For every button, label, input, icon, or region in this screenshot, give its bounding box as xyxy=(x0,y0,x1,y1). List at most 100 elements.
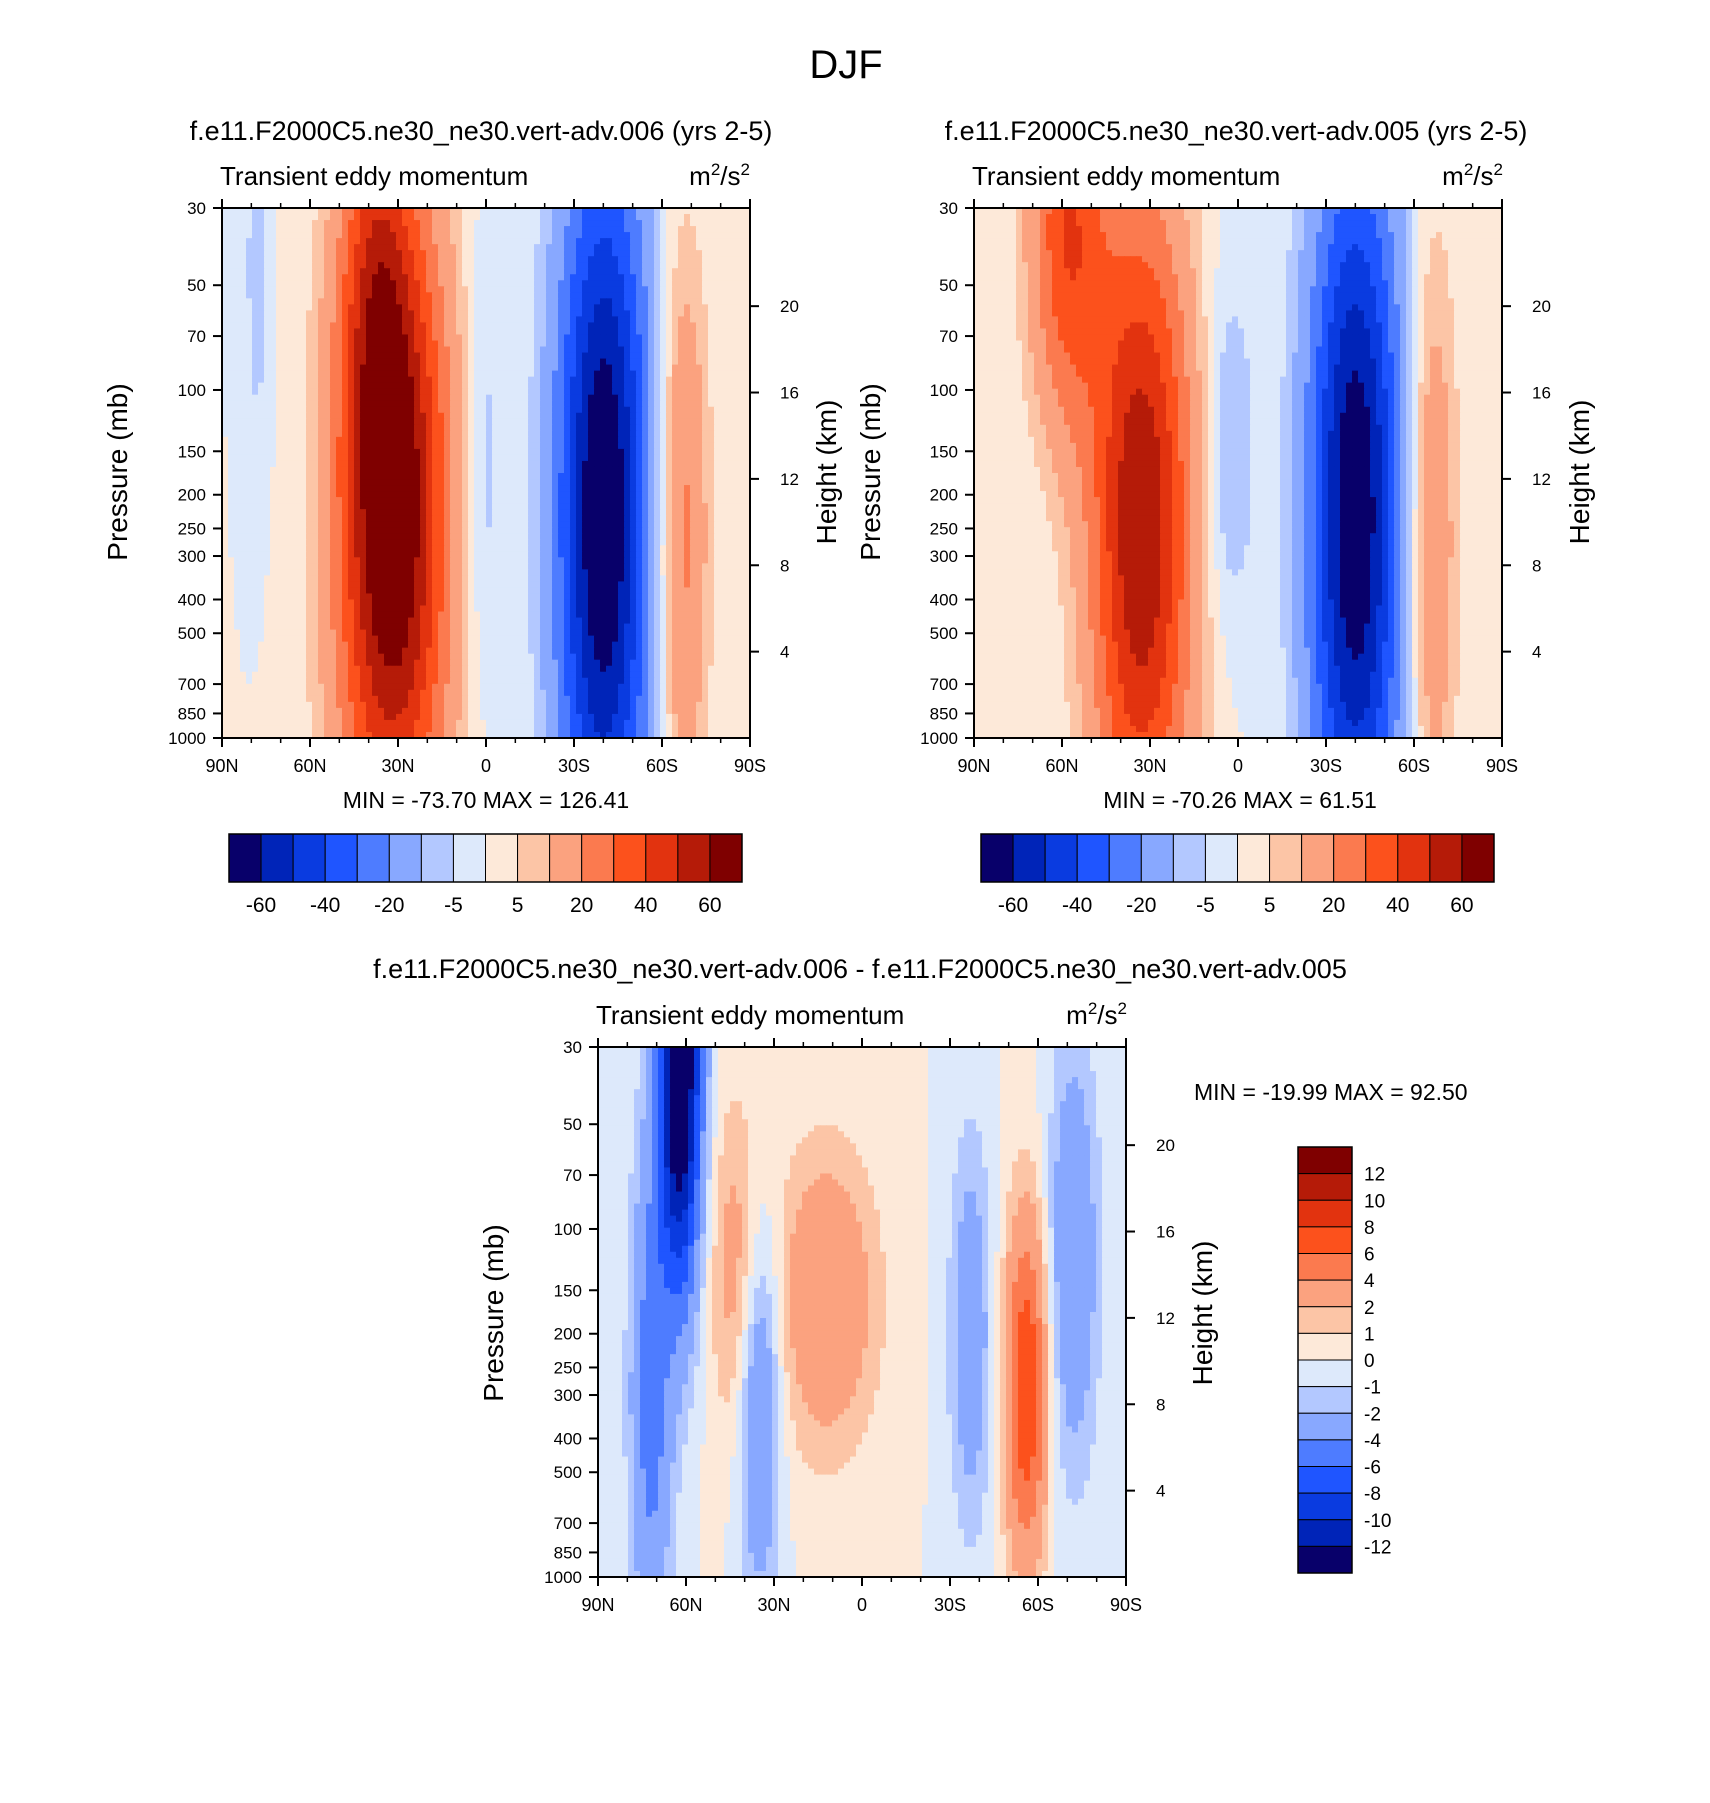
contour-cell xyxy=(450,262,457,269)
contour-cell xyxy=(306,250,313,257)
contour-cell xyxy=(552,298,559,305)
contour-cell xyxy=(690,328,697,336)
contour-cell xyxy=(702,232,709,239)
contour-cell xyxy=(726,232,733,239)
contour-cell xyxy=(678,503,685,510)
contour-cell xyxy=(690,346,697,354)
contour-cell xyxy=(264,424,271,432)
contour-cell xyxy=(324,292,331,299)
contour-cell xyxy=(414,328,421,336)
contour-cell xyxy=(540,491,547,498)
contour-cell xyxy=(702,334,709,342)
contour-cell xyxy=(402,442,409,450)
contour-cell xyxy=(528,346,535,354)
contour-cell xyxy=(288,442,295,450)
contour-cell xyxy=(552,376,559,384)
contour-cell xyxy=(516,262,523,269)
contour-cell xyxy=(714,406,721,414)
contour-cell xyxy=(312,322,319,330)
contour-cell xyxy=(444,208,451,215)
contour-cell xyxy=(390,328,397,336)
contour-cell xyxy=(528,515,535,522)
contour-cell xyxy=(318,298,325,305)
contour-cell xyxy=(624,256,631,263)
contour-cell xyxy=(270,479,277,486)
contour-cell xyxy=(264,388,271,396)
contour-cell xyxy=(318,274,325,281)
contour-cell xyxy=(396,328,403,336)
contour-cell xyxy=(462,304,469,311)
contour-cell xyxy=(546,418,553,426)
contour-cell xyxy=(348,400,355,408)
contour-cell xyxy=(732,418,739,426)
contour-cell xyxy=(486,448,493,456)
contour-cell xyxy=(390,527,397,534)
contour-cell xyxy=(294,292,301,299)
contour-cell xyxy=(450,340,457,348)
contour-cell xyxy=(612,250,619,257)
contour-cell xyxy=(240,382,247,390)
contour-cell xyxy=(222,322,229,330)
contour-cell xyxy=(534,454,541,462)
contour-cell xyxy=(474,491,481,498)
contour-cell xyxy=(666,310,673,318)
contour-cell xyxy=(558,370,565,378)
contour-cell xyxy=(294,250,301,257)
contour-cell xyxy=(600,220,607,227)
contour-cell xyxy=(372,436,379,444)
contour-cell xyxy=(660,286,667,293)
contour-cell xyxy=(564,400,571,408)
contour-cell xyxy=(462,400,469,408)
contour-cell xyxy=(372,382,379,390)
contour-cell xyxy=(276,358,283,366)
contour-cell xyxy=(390,388,397,396)
contour-cell xyxy=(606,466,613,474)
contour-cell xyxy=(318,262,325,269)
contour-cell xyxy=(336,527,343,534)
contour-cell xyxy=(666,226,673,233)
contour-cell xyxy=(678,310,685,318)
contour-cell xyxy=(288,545,295,552)
contour-cell xyxy=(360,406,367,414)
contour-cell xyxy=(366,220,373,227)
contour-cell xyxy=(396,346,403,354)
contour-cell xyxy=(480,310,487,318)
contour-cell xyxy=(546,521,553,528)
contour-cell xyxy=(510,466,517,474)
contour-cell xyxy=(420,515,427,522)
contour-cell xyxy=(342,485,349,492)
contour-cell xyxy=(540,358,547,366)
contour-cell xyxy=(582,334,589,342)
contour-cell xyxy=(348,262,355,269)
contour-cell xyxy=(426,527,433,534)
contour-cell xyxy=(534,491,541,498)
contour-cell xyxy=(690,268,697,275)
contour-cell xyxy=(450,460,457,468)
contour-cell xyxy=(408,527,415,534)
contour-cell xyxy=(702,364,709,372)
contour-cell xyxy=(570,352,577,360)
contour-cell xyxy=(636,521,643,528)
contour-cell xyxy=(360,352,367,360)
contour-cell xyxy=(570,220,577,227)
contour-cell xyxy=(234,280,241,287)
contour-cell xyxy=(510,473,517,480)
contour-cell xyxy=(576,298,583,305)
contour-cell xyxy=(624,340,631,348)
contour-cell xyxy=(654,322,661,330)
contour-cell xyxy=(378,292,385,299)
contour-cell xyxy=(306,473,313,480)
contour-cell xyxy=(408,497,415,504)
contour-cell xyxy=(222,479,229,486)
contour-cell xyxy=(636,340,643,348)
contour-cell xyxy=(300,328,307,336)
contour-cell xyxy=(336,460,343,468)
contour-cell xyxy=(702,346,709,354)
contour-cell xyxy=(576,394,583,402)
contour-cell xyxy=(474,286,481,293)
contour-cell xyxy=(678,388,685,396)
contour-cell xyxy=(660,485,667,492)
contour-cell xyxy=(720,412,727,420)
contour-cell xyxy=(636,322,643,330)
contour-cell xyxy=(300,394,307,402)
